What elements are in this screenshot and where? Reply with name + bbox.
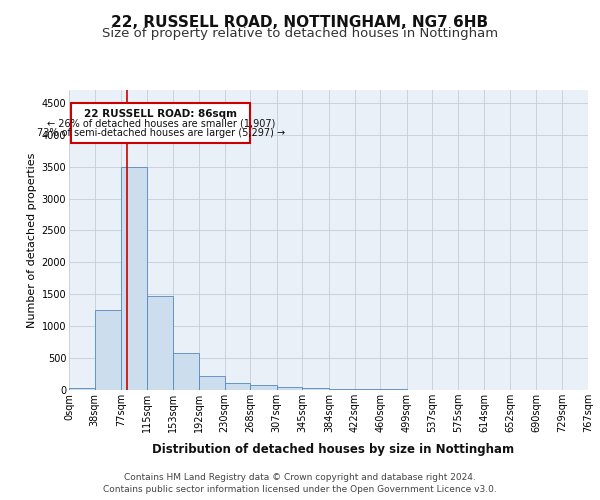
- Text: 22 RUSSELL ROAD: 86sqm: 22 RUSSELL ROAD: 86sqm: [84, 108, 237, 118]
- Bar: [95, 310, 121, 390]
- Bar: [250, 385, 277, 390]
- Text: ← 26% of detached houses are smaller (1,907): ← 26% of detached houses are smaller (1,…: [47, 118, 275, 128]
- Bar: [71, 104, 250, 143]
- Bar: [199, 376, 224, 390]
- Text: Contains HM Land Registry data © Crown copyright and database right 2024.: Contains HM Land Registry data © Crown c…: [124, 472, 476, 482]
- Text: Distribution of detached houses by size in Nottingham: Distribution of detached houses by size …: [152, 442, 514, 456]
- Bar: [277, 387, 302, 390]
- Bar: [69, 388, 95, 390]
- Text: 73% of semi-detached houses are larger (5,297) →: 73% of semi-detached houses are larger (…: [37, 128, 285, 138]
- Text: Size of property relative to detached houses in Nottingham: Size of property relative to detached ho…: [102, 28, 498, 40]
- Text: 22, RUSSELL ROAD, NOTTINGHAM, NG7 6HB: 22, RUSSELL ROAD, NOTTINGHAM, NG7 6HB: [112, 15, 488, 30]
- Bar: [302, 388, 329, 390]
- Bar: [329, 388, 355, 390]
- Text: Contains public sector information licensed under the Open Government Licence v3: Contains public sector information licen…: [103, 485, 497, 494]
- Bar: [121, 166, 147, 390]
- Bar: [147, 296, 173, 390]
- Bar: [355, 389, 380, 390]
- Y-axis label: Number of detached properties: Number of detached properties: [28, 152, 37, 328]
- Bar: [224, 384, 250, 390]
- Bar: [173, 353, 199, 390]
